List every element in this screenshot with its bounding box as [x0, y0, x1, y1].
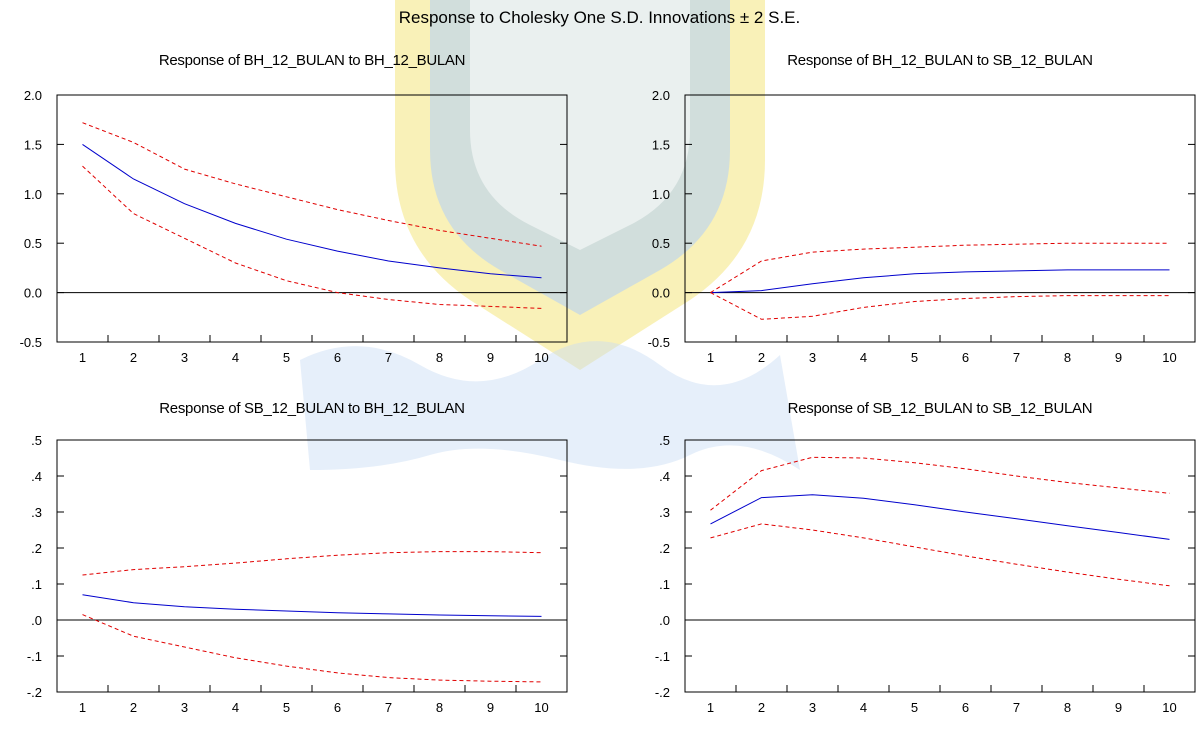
y-tick-label: .2 [31, 541, 42, 556]
y-tick-label: .5 [31, 433, 42, 448]
chart-plot: 2.0 1.5 1.0 0.5 0.0 -0.5 1 2 3 4 5 6 7 8 9 10 [648, 88, 1196, 365]
x-tick-label: 4 [232, 350, 239, 365]
chart-panel-sb-to-sb: Response of SB_12_BULAN to SB_12_BULAN .… [599, 400, 1198, 740]
x-tick-label: 7 [1013, 350, 1020, 365]
y-tick-label: .1 [659, 577, 670, 592]
y-tick-label: .3 [659, 505, 670, 520]
chart-title: Response of BH_12_BULAN to BH_12_BULAN [158, 52, 466, 69]
x-tick-label: 9 [1115, 700, 1122, 715]
lower-band-line [710, 292, 1170, 320]
plot-frame [684, 94, 1196, 343]
chart-plot: 2.0 1.5 1.0 0.5 0.0 -0.5 1 2 3 4 5 6 7 8 9 10 [20, 88, 568, 365]
y-tick-label: -.1 [655, 649, 670, 664]
y-tick-label: .2 [659, 541, 670, 556]
x-tick-label: 8 [1064, 350, 1071, 365]
y-tick-label: -.1 [27, 649, 42, 664]
upper-band-line [710, 456, 1170, 511]
x-tick-label: 7 [1013, 700, 1020, 715]
y-tick-label: 1.0 [652, 187, 670, 202]
response-line [82, 143, 542, 279]
x-tick-label: 5 [911, 350, 918, 365]
y-tick-label: 0.0 [24, 286, 42, 301]
y-tick-label: .3 [31, 505, 42, 520]
chart-title: Response of BH_12_BULAN to SB_12_BULAN [787, 52, 1093, 69]
x-tick-label: 2 [758, 700, 765, 715]
x-tick-label: 4 [232, 700, 239, 715]
x-tick-label: 1 [707, 350, 714, 365]
x-tick-label: 6 [334, 700, 341, 715]
plot-frame [684, 439, 1196, 693]
y-tick-label: .0 [31, 613, 42, 628]
x-tick-label: 9 [487, 350, 494, 365]
y-tick-label: .0 [659, 613, 670, 628]
x-tick-label: 9 [487, 700, 494, 715]
x-tick-label: 2 [758, 350, 765, 365]
lower-band-line [82, 165, 542, 309]
chart-panel-bh-to-bh: Response of BH_12_BULAN to BH_12_BULAN 2… [0, 52, 599, 392]
y-tick-label: .4 [659, 469, 670, 484]
response-line [710, 494, 1170, 540]
x-tick-label: 10 [534, 350, 548, 365]
x-tick-label: 9 [1115, 350, 1122, 365]
figure-title: Response to Cholesky One S.D. Innovation… [398, 8, 801, 27]
x-tick-label: 7 [385, 350, 392, 365]
x-tick-label: 3 [181, 700, 188, 715]
y-tick-label: 1.5 [24, 137, 42, 152]
plot-frame [56, 439, 568, 693]
y-tick-label: 0.5 [24, 236, 42, 251]
y-tick-label: .4 [31, 469, 42, 484]
x-tick-label: 2 [130, 700, 137, 715]
response-line [710, 269, 1170, 294]
y-tick-label: 1.5 [652, 137, 670, 152]
x-tick-label: 6 [334, 350, 341, 365]
x-tick-label: 6 [962, 350, 969, 365]
x-tick-label: 5 [283, 350, 290, 365]
x-tick-label: 8 [436, 350, 443, 365]
y-tick-label: -0.5 [648, 335, 670, 350]
x-tick-label: 3 [809, 350, 816, 365]
y-tick-label: 2.0 [652, 88, 670, 103]
y-tick-label: -.2 [655, 685, 670, 700]
x-tick-label: 10 [1162, 700, 1176, 715]
x-tick-label: 10 [534, 700, 548, 715]
chart-panel-bh-to-sb: Response of BH_12_BULAN to SB_12_BULAN 2… [599, 52, 1198, 392]
y-tick-label: 1.0 [24, 187, 42, 202]
x-tick-label: 3 [809, 700, 816, 715]
chart-plot: .5 .4 .3 .2 .1 .0 -.1 -.2 1 2 3 4 5 6 7 8 9 10 [27, 433, 568, 715]
chart-title: Response of SB_12_BULAN to BH_12_BULAN [159, 400, 465, 417]
y-tick-label: -.2 [27, 685, 42, 700]
upper-band-line [82, 122, 542, 247]
upper-band-line [710, 242, 1170, 294]
chart-plot: .5 .4 .3 .2 .1 .0 -.1 -.2 1 2 3 4 5 6 7 8 9 10 [655, 433, 1196, 715]
chart-title: Response of SB_12_BULAN to SB_12_BULAN [787, 400, 1093, 417]
x-tick-label: 4 [860, 700, 867, 715]
y-tick-label: 2.0 [24, 88, 42, 103]
y-tick-label: -0.5 [20, 335, 42, 350]
x-tick-label: 1 [79, 350, 86, 365]
x-tick-label: 6 [962, 700, 969, 715]
x-tick-label: 7 [385, 700, 392, 715]
lower-band-line [82, 614, 542, 683]
x-tick-label: 8 [436, 700, 443, 715]
chart-panel-sb-to-bh: Response of SB_12_BULAN to BH_12_BULAN .… [0, 400, 599, 740]
x-tick-label: 4 [860, 350, 867, 365]
x-tick-label: 1 [79, 700, 86, 715]
y-tick-label: .1 [31, 577, 42, 592]
x-tick-label: 1 [707, 700, 714, 715]
plot-frame [56, 94, 568, 343]
response-line [82, 594, 542, 617]
x-tick-label: 5 [911, 700, 918, 715]
x-tick-label: 3 [181, 350, 188, 365]
x-tick-label: 10 [1162, 350, 1176, 365]
lower-band-line [710, 523, 1170, 587]
x-tick-label: 5 [283, 700, 290, 715]
x-tick-label: 2 [130, 350, 137, 365]
y-tick-label: 0.5 [652, 236, 670, 251]
x-tick-label: 8 [1064, 700, 1071, 715]
y-tick-label: .5 [659, 433, 670, 448]
upper-band-line [82, 551, 542, 576]
y-tick-label: 0.0 [652, 286, 670, 301]
